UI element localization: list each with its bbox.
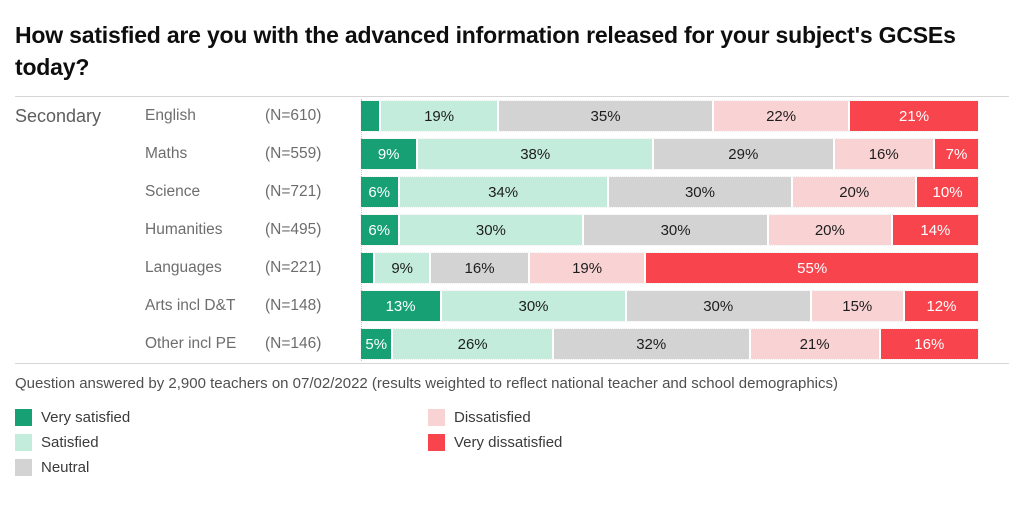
top-divider bbox=[15, 96, 1009, 98]
bar-segment-very-satisfied bbox=[361, 101, 380, 132]
bar-segment-very-satisfied: 5% bbox=[361, 329, 392, 360]
row-subject-label: Arts incl D&T bbox=[145, 297, 236, 315]
legend-item-dissatisfied: Dissatisfied bbox=[428, 409, 562, 427]
stacked-bar: 6% 30% 30% 20% 14% bbox=[360, 214, 979, 247]
bar-segment-neutral: 30% bbox=[624, 291, 810, 322]
legend-label: Very dissatisfied bbox=[454, 434, 563, 452]
bar-segment-dissatisfied: 19% bbox=[527, 253, 645, 284]
legend-swatch bbox=[15, 459, 32, 477]
bar-segment-very-dissatisfied: 10% bbox=[915, 177, 979, 208]
legend-item-very-satisfied: Very satisfied bbox=[15, 409, 428, 427]
legend-swatch bbox=[428, 434, 445, 452]
chart-title: How satisfied are you with the advanced … bbox=[15, 22, 956, 80]
bar-segment-very-dissatisfied: 16% bbox=[878, 329, 978, 360]
bar-segment-neutral: 32% bbox=[551, 329, 749, 360]
row-subject-label: Maths bbox=[145, 145, 188, 163]
row-n-label: (N=610) bbox=[265, 107, 322, 125]
bar-segment-neutral: 29% bbox=[652, 139, 833, 170]
bar-segment-very-dissatisfied: 12% bbox=[902, 291, 978, 322]
row-n-label: (N=221) bbox=[265, 259, 322, 277]
stacked-bar: 19% 35% 22% 21% bbox=[360, 100, 979, 133]
row-subject-label: Humanities bbox=[145, 221, 223, 239]
bar-segment-neutral: 16% bbox=[429, 253, 528, 284]
chart: Secondary English (N=610) 19% 35% 22% 21% Math… bbox=[0, 97, 1024, 363]
row-subject-label: English bbox=[145, 107, 196, 125]
row-n-label: (N=146) bbox=[265, 335, 322, 353]
legend-item-satisfied: Satisfied bbox=[15, 434, 428, 452]
bar-segment-very-dissatisfied: 14% bbox=[890, 215, 979, 246]
chart-row: Science (N=721) 6% 34% 30% 20% 10% bbox=[145, 173, 979, 211]
bar-segment-dissatisfied: 15% bbox=[809, 291, 903, 322]
legend-swatch bbox=[428, 409, 445, 427]
chart-row: Humanities (N=495) 6% 30% 30% 20% 14% bbox=[145, 211, 979, 249]
bar-segment-satisfied: 19% bbox=[379, 101, 497, 132]
bar-segment-dissatisfied: 20% bbox=[766, 215, 891, 246]
bar-segment-very-satisfied: 6% bbox=[361, 215, 398, 246]
stacked-bar: 13% 30% 30% 15% 12% bbox=[360, 290, 979, 323]
chart-row: Other incl PE (N=146) 5% 26% 32% 21% 16% bbox=[145, 325, 979, 363]
bar-segment-very-satisfied: 13% bbox=[361, 291, 441, 322]
legend-label: Dissatisfied bbox=[454, 409, 531, 427]
legend-swatch bbox=[15, 409, 32, 427]
legend-item-neutral: Neutral bbox=[15, 459, 428, 477]
bar-segment-satisfied: 9% bbox=[373, 253, 430, 284]
bar-segment-very-dissatisfied: 21% bbox=[848, 101, 978, 132]
legend-item-very-dissatisfied: Very dissatisfied bbox=[428, 434, 563, 452]
bar-segment-neutral: 35% bbox=[496, 101, 713, 132]
footnote: Question answered by 2,900 teachers on 0… bbox=[15, 375, 839, 393]
bar-segment-very-dissatisfied: 7% bbox=[932, 139, 978, 170]
chart-row: Languages (N=221) 9% 16% 19% 55% bbox=[145, 249, 979, 287]
bar-segment-dissatisfied: 21% bbox=[748, 329, 879, 360]
bar-segment-very-satisfied: 6% bbox=[361, 177, 398, 208]
row-subject-label: Science bbox=[145, 183, 201, 201]
bar-segment-satisfied: 38% bbox=[416, 139, 653, 170]
legend-label: Satisfied bbox=[41, 434, 99, 452]
legend-swatch bbox=[15, 434, 32, 452]
stacked-bar: 9% 16% 19% 55% bbox=[360, 252, 979, 285]
legend-label: Neutral bbox=[41, 459, 90, 477]
row-n-label: (N=495) bbox=[265, 221, 322, 239]
group-label: Secondary bbox=[15, 105, 102, 126]
row-n-label: (N=721) bbox=[265, 183, 322, 201]
stacked-bar: 5% 26% 32% 21% 16% bbox=[360, 328, 979, 361]
bar-segment-satisfied: 34% bbox=[397, 177, 607, 208]
bar-segment-very-satisfied: 9% bbox=[361, 139, 417, 170]
bar-segment-neutral: 30% bbox=[582, 215, 767, 246]
row-subject-label: Languages bbox=[145, 259, 222, 277]
legend-column-right: Dissatisfied Very dissatisfied bbox=[428, 409, 562, 476]
bar-segment-satisfied: 26% bbox=[391, 329, 552, 360]
bar-segment-very-satisfied bbox=[361, 253, 374, 284]
bar-segment-satisfied: 30% bbox=[397, 215, 583, 246]
stacked-bar: 9% 38% 29% 16% 7% bbox=[360, 138, 979, 171]
stacked-bar: 6% 34% 30% 20% 10% bbox=[360, 176, 979, 209]
bottom-divider bbox=[15, 363, 1009, 365]
chart-rows: English (N=610) 19% 35% 22% 21% Maths (N=559) 9%… bbox=[145, 97, 979, 363]
bar-segment-dissatisfied: 20% bbox=[791, 177, 916, 208]
legend-column-left: Very satisfied Satisfied Neutral bbox=[15, 409, 428, 477]
chart-row: Maths (N=559) 9% 38% 29% 16% 7% bbox=[145, 135, 979, 173]
chart-row: English (N=610) 19% 35% 22% 21% bbox=[145, 97, 979, 135]
row-n-label: (N=559) bbox=[265, 145, 322, 163]
row-n-label: (N=148) bbox=[265, 297, 322, 315]
bar-segment-dissatisfied: 22% bbox=[712, 101, 849, 132]
row-subject-label: Other incl PE bbox=[145, 335, 237, 353]
bar-segment-dissatisfied: 16% bbox=[832, 139, 933, 170]
chart-row: Arts incl D&T (N=148) 13% 30% 30% 15% 12% bbox=[145, 287, 979, 325]
bar-segment-satisfied: 30% bbox=[440, 291, 625, 322]
bar-segment-very-dissatisfied: 55% bbox=[644, 253, 978, 284]
bar-segment-neutral: 30% bbox=[606, 177, 792, 208]
legend-label: Very satisfied bbox=[41, 409, 131, 427]
group-column: Secondary bbox=[15, 97, 145, 363]
legend: Very satisfied Satisfied Neutral Dissatisf… bbox=[15, 409, 1009, 477]
